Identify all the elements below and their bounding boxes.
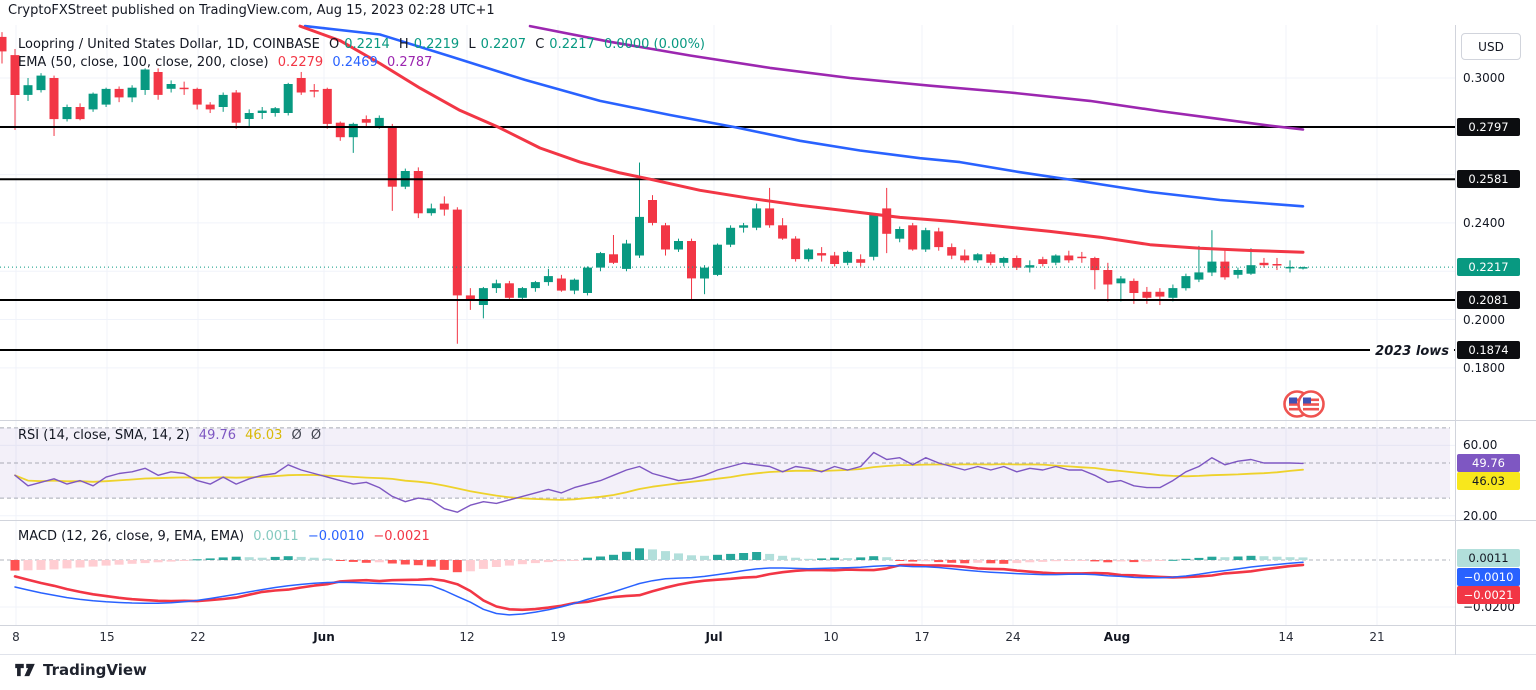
- rsi-axis-badge: 49.76: [1457, 454, 1520, 472]
- currency-button[interactable]: USD: [1461, 33, 1521, 60]
- footer-brand[interactable]: TradingView: [43, 661, 147, 679]
- rsi-value: 49.76: [198, 428, 237, 443]
- high-value: 0.2219: [413, 37, 460, 52]
- ema50-value: 0.2279: [277, 55, 324, 70]
- macd-axis-badge: −0.0021: [1457, 586, 1520, 604]
- rsi-axis-label: 20.00: [1463, 508, 1498, 523]
- low-label: L: [468, 37, 476, 52]
- time-axis-tick: Jul: [705, 630, 723, 644]
- time-axis-tick: 21: [1369, 630, 1385, 644]
- close-value: 0.2217: [549, 37, 595, 52]
- symbol-legend[interactable]: Loopring / United States Dollar, 1D, COI…: [18, 37, 710, 52]
- rsi-zero-2: Ø: [310, 428, 322, 443]
- price-axis-label: 0.2400: [1463, 215, 1505, 230]
- time-axis-tick: 10: [823, 630, 839, 644]
- time-axis-tick: Jun: [313, 630, 335, 644]
- macd-line-value: −0.0010: [307, 529, 365, 544]
- open-label: O: [329, 37, 340, 52]
- time-axis-tick: 8: [12, 630, 20, 644]
- time-axis-tick: 24: [1005, 630, 1021, 644]
- open-value: 0.2214: [344, 37, 390, 52]
- macd-hist-value: 0.0011: [253, 529, 299, 544]
- time-axis-tick: 14: [1278, 630, 1294, 644]
- price-axis-badge: 0.2797: [1457, 118, 1520, 137]
- ema200-value: 0.2787: [386, 55, 433, 70]
- time-axis-tick: 17: [914, 630, 930, 644]
- price-axis-label: 0.2000: [1463, 312, 1505, 327]
- low-value: 0.2207: [480, 37, 527, 52]
- lows-annotation: 2023 lows: [1370, 344, 1454, 359]
- price-axis-badge: 0.2581: [1457, 170, 1520, 189]
- price-axis-badge: 0.2081: [1457, 290, 1520, 309]
- change-value: 0.0000 (0.00%): [603, 37, 705, 52]
- price-axis-label: 0.1800: [1463, 360, 1505, 375]
- price-axis-badge: 0.1874: [1457, 340, 1520, 359]
- macd-axis-badge: −0.0010: [1457, 568, 1520, 586]
- macd-axis-badge: 0.0011: [1457, 549, 1520, 567]
- symbol-title: Loopring / United States Dollar, 1D, COI…: [18, 37, 320, 52]
- high-label: H: [398, 37, 409, 52]
- rsi-zero-1: Ø: [291, 428, 302, 443]
- tradingview-logo-icon[interactable]: [14, 662, 36, 678]
- time-axis-tick: 19: [550, 630, 566, 644]
- published-header: CryptoFXStreet published on TradingView.…: [8, 3, 495, 18]
- footer: TradingView: [14, 661, 147, 679]
- macd-title: MACD (12, 26, close, 9, EMA, EMA): [18, 529, 245, 544]
- rsi-sma-value: 46.03: [245, 428, 283, 443]
- time-axis-tick: 15: [99, 630, 115, 644]
- time-axis[interactable]: [0, 625, 1456, 655]
- time-axis-tick: Aug: [1103, 630, 1131, 644]
- time-axis-tick: 12: [459, 630, 475, 644]
- close-label: C: [535, 37, 545, 52]
- rsi-axis-badge: 46.03: [1457, 472, 1520, 490]
- time-axis-tick: 22: [190, 630, 206, 644]
- ema-legend[interactable]: EMA (50, close, 100, close, 200, close) …: [18, 55, 437, 70]
- macd-signal-value: −0.0021: [373, 529, 430, 544]
- ema-title: EMA (50, close, 100, close, 200, close): [18, 55, 269, 70]
- ema100-value: 0.2469: [332, 55, 378, 70]
- us-flags-icon: [1283, 389, 1325, 423]
- rsi-axis-label: 60.00: [1463, 438, 1498, 453]
- macd-legend[interactable]: MACD (12, 26, close, 9, EMA, EMA) 0.0011…: [18, 529, 435, 544]
- price-axis-badge: 0.2217: [1457, 258, 1520, 277]
- price-axis-label: 0.3000: [1463, 71, 1505, 85]
- rsi-title: RSI (14, close, SMA, 14, 2): [18, 428, 190, 443]
- rsi-legend[interactable]: RSI (14, close, SMA, 14, 2) 49.76 46.03 …: [18, 428, 326, 443]
